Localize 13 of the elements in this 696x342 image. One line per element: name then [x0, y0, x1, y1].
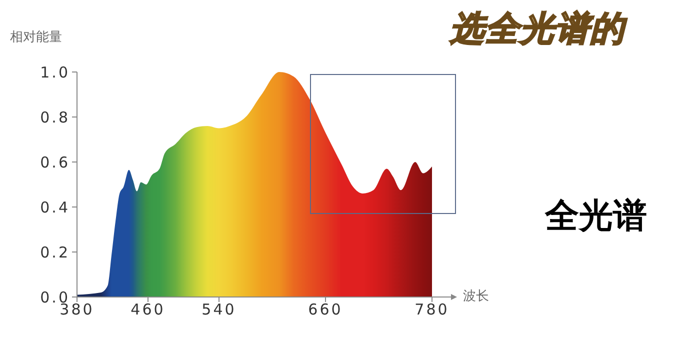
x-tick-label: 460 — [130, 300, 166, 319]
x-tick-label: 780 — [414, 300, 450, 319]
x-tick-label: 540 — [202, 300, 236, 319]
x-axis-title: 波长 — [463, 288, 489, 305]
y-tick-label: 0.2 — [40, 243, 70, 262]
y-tick-label: 0.6 — [40, 153, 70, 172]
text: 全光谱 — [545, 195, 647, 238]
text: 选全光谱的 — [450, 8, 625, 51]
y-axis-title: 相对能量 — [10, 29, 62, 46]
y-tick-label: 1.0 — [40, 63, 70, 82]
x-tick-label: 660 — [308, 300, 343, 319]
y-tick-label: 0.8 — [40, 108, 70, 126]
y-tick-label: 0.4 — [40, 198, 70, 216]
